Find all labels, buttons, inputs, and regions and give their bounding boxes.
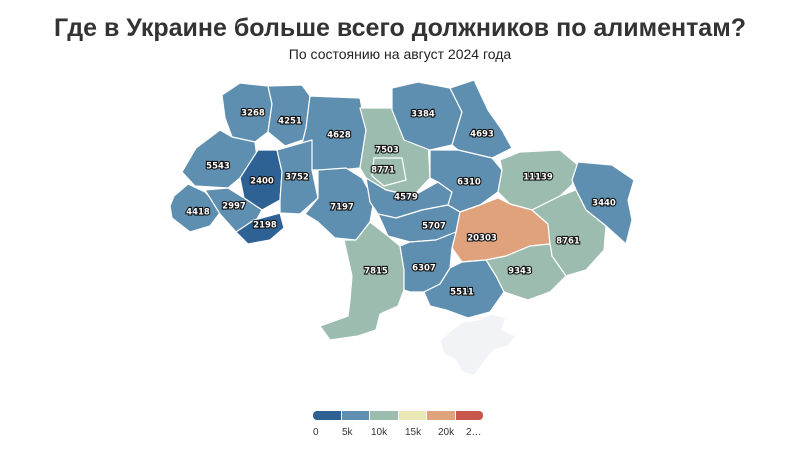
region-kyiv-city[interactable] [371,157,407,187]
legend-tick: 5k [342,427,353,438]
region-value-label: 7197 [330,203,354,213]
region-value-label: 9343 [508,267,532,277]
legend-swatch-3 [370,411,398,420]
region-value-label: 2400 [250,177,274,187]
region-value-label: 11139 [523,173,553,183]
region-value-label: 4579 [394,193,418,203]
region-kherson[interactable] [423,259,505,319]
legend-swatch-2 [341,411,369,420]
region-value-label: 8761 [556,237,580,247]
region-khmelnytskyi[interactable] [276,139,319,215]
region-value-label: 5707 [422,222,446,232]
region-value-label: 8771 [371,166,395,176]
legend-ticks: 0 5k 10k 15k 20k 2… [313,427,483,441]
region-value-label: 2198 [253,221,277,231]
region-value-label: 3752 [285,173,309,183]
legend-tick: 10k [371,427,388,438]
legend-swatch-6 [455,411,483,420]
region-odesa[interactable] [319,221,405,341]
legend-tick: 15k [405,427,422,438]
region-value-label: 5543 [206,162,230,172]
legend-swatch-4 [398,411,426,420]
legend-tick: 0 [313,427,319,438]
region-value-label: 4628 [327,131,351,141]
chart-subtitle: По состоянию на август 2024 года [288,46,512,62]
region-value-label: 3440 [592,199,616,209]
region-chernivtsi[interactable] [235,212,285,245]
region-value-label: 7503 [375,146,399,156]
region-zakarpattia[interactable] [169,183,223,233]
region-sumy[interactable] [449,79,513,159]
region-value-label: 6310 [457,178,481,188]
chart-title: Где в Украине больше всего должников по … [54,14,746,42]
legend-swatch-1 [313,411,341,420]
region-donetsk[interactable] [531,189,607,277]
region-luhansk[interactable] [571,161,635,245]
legend-swatch-5 [427,411,455,420]
region-value-label: 2997 [222,202,246,212]
region-value-label: 5511 [450,288,474,298]
legend-tick: 2… [466,427,482,438]
region-value-label: 20303 [467,234,497,244]
region-value-label: 4418 [186,208,210,218]
region-value-label: 3384 [411,110,435,120]
region-value-label: 6307 [412,264,436,274]
region-value-label: 4251 [278,117,302,127]
region-value-label: 3268 [241,109,265,119]
legend-tick: 20k [438,427,455,438]
region-value-label: 4693 [470,130,494,140]
legend-color-bar [313,411,483,420]
region-crimea[interactable] [439,313,517,377]
color-legend: 0 5k 10k 15k 20k 2… [313,411,483,441]
region-value-label: 7815 [364,267,388,277]
